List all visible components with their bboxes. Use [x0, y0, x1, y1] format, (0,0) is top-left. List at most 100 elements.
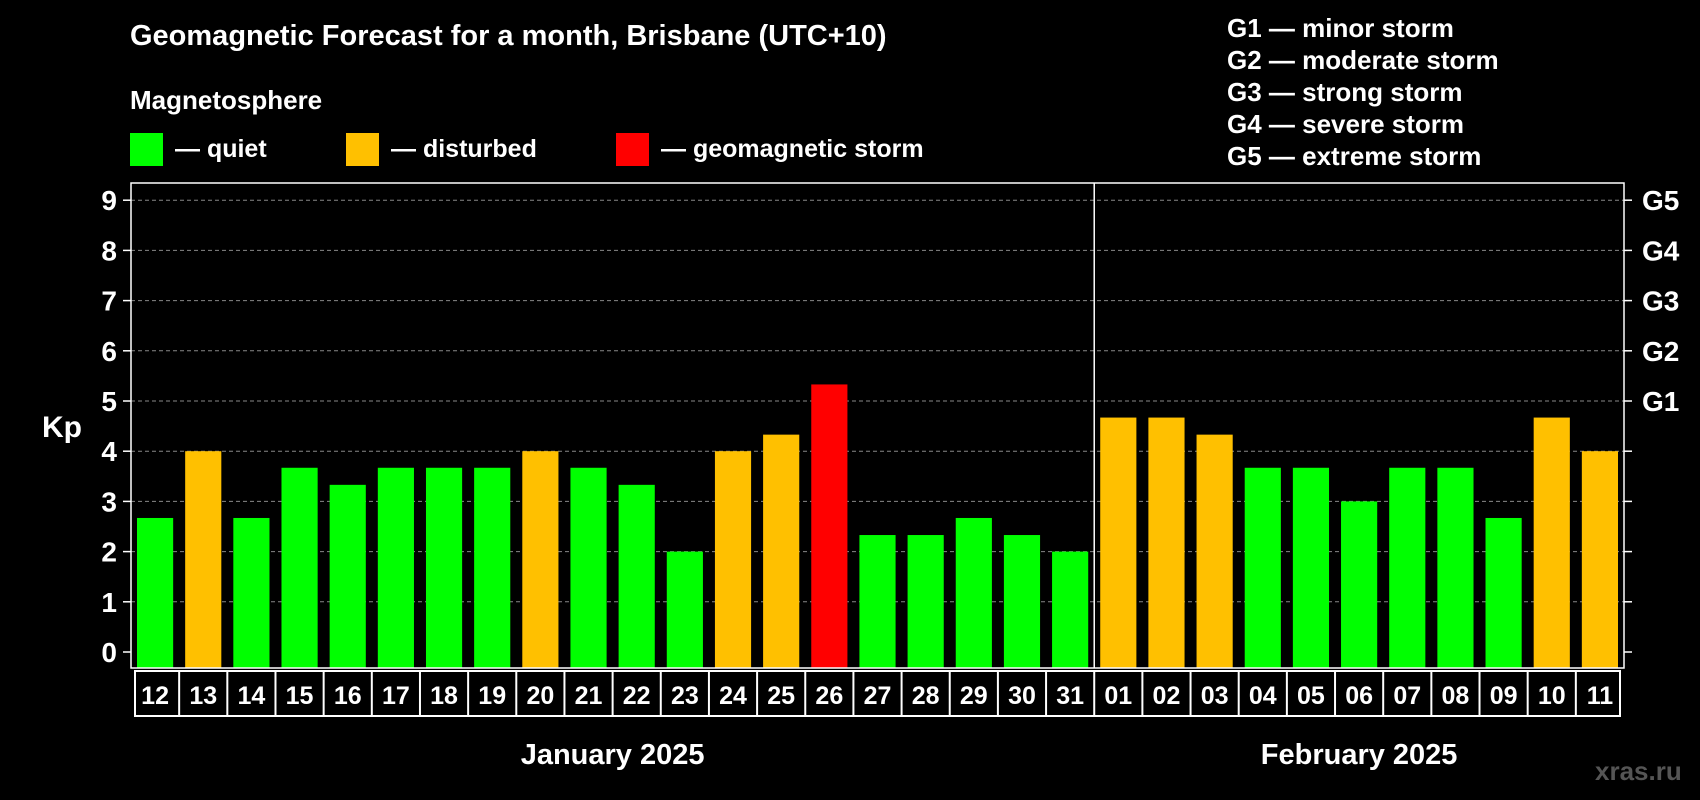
magnetosphere-title: Magnetosphere — [130, 85, 323, 115]
storm-level-label: G4 — [1642, 235, 1680, 266]
kp-bar — [811, 384, 848, 668]
date-label: 20 — [526, 682, 554, 710]
storm-scale-g1: G1 — minor storm — [1227, 13, 1454, 43]
storm-scale-g2: G2 — moderate storm — [1227, 45, 1499, 75]
date-label: 03 — [1201, 682, 1229, 710]
date-label: 23 — [671, 682, 699, 710]
legend-swatch-disturbed — [346, 133, 379, 166]
kp-bar — [859, 535, 896, 668]
date-label: 17 — [382, 682, 410, 710]
date-label: 07 — [1393, 682, 1421, 710]
y-axis-label: Kp — [42, 411, 82, 444]
y-tick-label: 8 — [101, 235, 117, 266]
y-tick-label: 3 — [101, 486, 117, 517]
date-label: 06 — [1345, 682, 1373, 710]
kp-bar — [763, 434, 800, 668]
kp-bar — [955, 517, 992, 668]
date-label: 21 — [575, 682, 603, 710]
kp-bar — [1196, 434, 1233, 668]
legend-label-storm: — geomagnetic storm — [661, 135, 924, 163]
kp-bar — [281, 467, 318, 668]
date-label: 04 — [1249, 682, 1277, 710]
storm-level-label: G5 — [1642, 185, 1679, 216]
legend-item-storm: — geomagnetic storm — [616, 133, 924, 166]
chart-title: Geomagnetic Forecast for a month, Brisba… — [130, 20, 887, 52]
kp-bar — [377, 467, 414, 668]
kp-bar — [1533, 417, 1570, 668]
kp-bar — [714, 451, 752, 668]
storm-level-label: G2 — [1642, 336, 1679, 367]
date-label: 25 — [767, 682, 795, 710]
storm-scale-g4: G4 — severe storm — [1227, 109, 1465, 139]
kp-bar — [666, 551, 703, 668]
legend-label-disturbed: — disturbed — [391, 135, 537, 163]
date-label: 02 — [1153, 682, 1181, 710]
date-label: 09 — [1490, 682, 1518, 710]
y-tick-label: 5 — [101, 386, 117, 417]
kp-bar — [185, 451, 222, 668]
legend-item-disturbed: — disturbed — [346, 133, 537, 166]
kp-bar — [1389, 467, 1426, 668]
date-label: 05 — [1297, 682, 1325, 710]
date-label: 10 — [1538, 682, 1566, 710]
storm-scale-g5: G5 — extreme storm — [1227, 141, 1482, 171]
y-tick-label: 2 — [101, 537, 117, 568]
watermark: xras.ru — [1595, 756, 1682, 786]
date-label: 31 — [1056, 682, 1084, 710]
kp-bar — [425, 467, 463, 668]
kp-bar — [1052, 551, 1089, 668]
legend-label-quiet: — quiet — [175, 135, 267, 163]
kp-bar — [522, 451, 559, 668]
date-label: 27 — [864, 682, 892, 710]
date-label: 16 — [334, 682, 362, 710]
legend-swatch-quiet — [130, 133, 163, 166]
y-tick-label: 7 — [101, 286, 117, 317]
date-label: 01 — [1104, 682, 1132, 710]
kp-bar — [1100, 417, 1137, 668]
kp-bar — [570, 467, 607, 668]
y-tick-label: 6 — [101, 336, 117, 367]
kp-bar — [329, 484, 366, 668]
y-tick-label: 9 — [101, 185, 117, 216]
kp-bar — [1581, 451, 1618, 668]
date-label: 26 — [815, 682, 843, 710]
kp-bar — [1341, 501, 1378, 668]
y-tick-label: 1 — [101, 587, 117, 618]
date-label: 30 — [1008, 682, 1036, 710]
month-label: February 2025 — [1261, 739, 1458, 771]
storm-level-label: G3 — [1642, 286, 1679, 317]
kp-bar — [1292, 467, 1330, 668]
date-label: 13 — [189, 682, 217, 710]
plot-frame — [130, 182, 1625, 669]
date-label: 22 — [623, 682, 651, 710]
date-label: 29 — [960, 682, 988, 710]
storm-scale-g3: G3 — strong storm — [1227, 77, 1463, 107]
month-label: January 2025 — [521, 739, 705, 771]
date-label: 15 — [286, 682, 314, 710]
kp-bar — [474, 467, 511, 668]
date-label: 14 — [237, 682, 265, 710]
date-label: 24 — [719, 682, 747, 710]
kp-bar — [137, 517, 174, 668]
date-label: 19 — [478, 682, 506, 710]
date-label: 18 — [430, 682, 458, 710]
legend-item-quiet: — quiet — [130, 133, 267, 166]
kp-bar — [233, 517, 270, 668]
y-tick-label: 0 — [101, 637, 117, 668]
kp-bar — [1437, 467, 1474, 668]
kp-bar — [1148, 417, 1185, 668]
kp-bar — [907, 535, 944, 668]
date-label: 08 — [1442, 682, 1470, 710]
date-label: 28 — [912, 682, 940, 710]
y-tick-label: 4 — [101, 436, 117, 467]
kp-bar — [1485, 517, 1522, 668]
date-label: 12 — [141, 682, 169, 710]
kp-bar — [618, 484, 655, 668]
date-box-frame — [134, 670, 1621, 717]
storm-scale-legend: G1 — minor storm G2 — moderate storm G3 … — [1227, 12, 1499, 172]
kp-bar — [1003, 535, 1041, 668]
kp-bar — [1244, 467, 1281, 668]
legend-swatch-storm — [616, 133, 649, 166]
date-label: 11 — [1587, 682, 1614, 710]
